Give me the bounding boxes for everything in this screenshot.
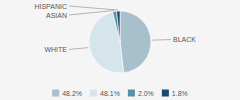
- slice-label: ASIAN: [46, 12, 67, 19]
- pie-slice: [120, 11, 151, 73]
- legend-entry: 2.0%: [128, 90, 154, 97]
- legend-swatch: [52, 90, 59, 97]
- chart: BLACK WHITE ASIAN HISPANIC 48.2% 48.1% 2.0% 1.8…: [0, 0, 240, 100]
- slice-label: BLACK: [173, 36, 196, 43]
- slice-labels: BLACK WHITE ASIAN HISPANIC: [34, 3, 196, 53]
- leader-line: [69, 10, 114, 15]
- pie-slice: [117, 11, 120, 42]
- pie-slice: [113, 11, 120, 42]
- leader-line: [152, 39, 171, 41]
- leader-line: [69, 6, 118, 10]
- legend: 48.2% 48.1% 2.0% 1.8%: [52, 90, 188, 97]
- legend-swatch: [162, 90, 169, 97]
- legend-label: 48.1%: [100, 90, 120, 97]
- pie: [89, 11, 151, 73]
- legend-label: 48.2%: [62, 90, 82, 97]
- legend-label: 1.8%: [172, 90, 188, 97]
- pie-slice: [89, 12, 124, 73]
- legend-swatch: [90, 90, 97, 97]
- legend-entry: 1.8%: [162, 90, 188, 97]
- legend-swatch: [128, 90, 135, 97]
- background: [0, 0, 240, 100]
- leader-line: [69, 48, 89, 50]
- legend-entry: 48.1%: [90, 90, 120, 97]
- legend-label: 2.0%: [138, 90, 154, 97]
- slice-label: HISPANIC: [34, 3, 67, 10]
- legend-entry: 48.2%: [52, 90, 82, 97]
- slice-label: WHITE: [44, 46, 67, 53]
